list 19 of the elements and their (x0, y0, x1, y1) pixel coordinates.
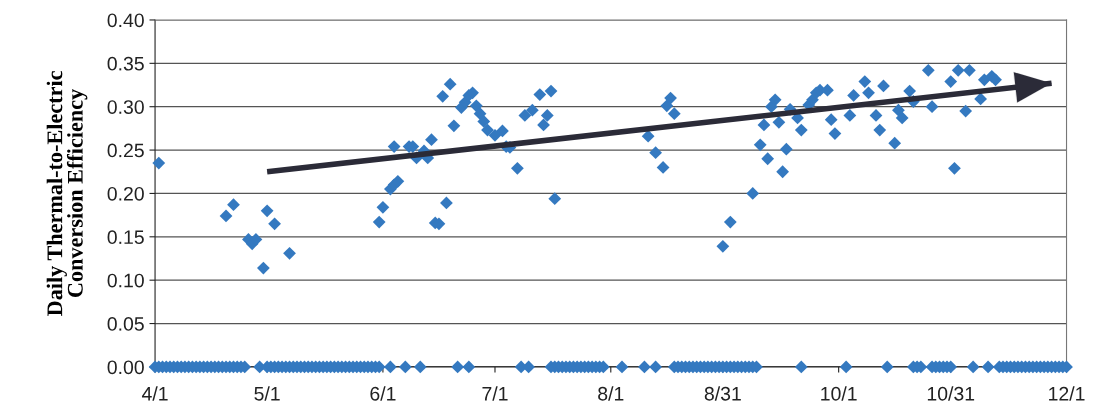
y-tick-label: 0.40 (107, 13, 144, 28)
y-tick-label: 0.05 (107, 317, 144, 331)
y-tick-label: 0.20 (107, 186, 144, 201)
x-tick-label: 10/31 (927, 386, 975, 401)
x-tick-label: 7/1 (482, 386, 508, 401)
x-tick-label: 8/1 (598, 386, 624, 401)
x-tick-label: 8/31 (704, 386, 741, 401)
x-tick-label: 10/1 (821, 386, 857, 401)
y-tick-label: 0.15 (107, 230, 144, 245)
y-tick-label: 0.25 (107, 143, 144, 158)
y-tick-label: 0.35 (107, 56, 144, 71)
y-axis-title: Daily Thermal-to-Electric Conversion Efficiency (46, 71, 88, 316)
x-tick-label: 5/1 (254, 386, 280, 401)
x-tick-label: 12/1 (1049, 386, 1085, 401)
y-tick-label: 0.00 (107, 360, 144, 375)
y-tick-label: 0.10 (107, 273, 144, 288)
x-tick-label: 4/1 (141, 386, 168, 401)
y-tick-label: 0.30 (107, 100, 144, 114)
x-tick-label: 6/1 (370, 386, 396, 401)
